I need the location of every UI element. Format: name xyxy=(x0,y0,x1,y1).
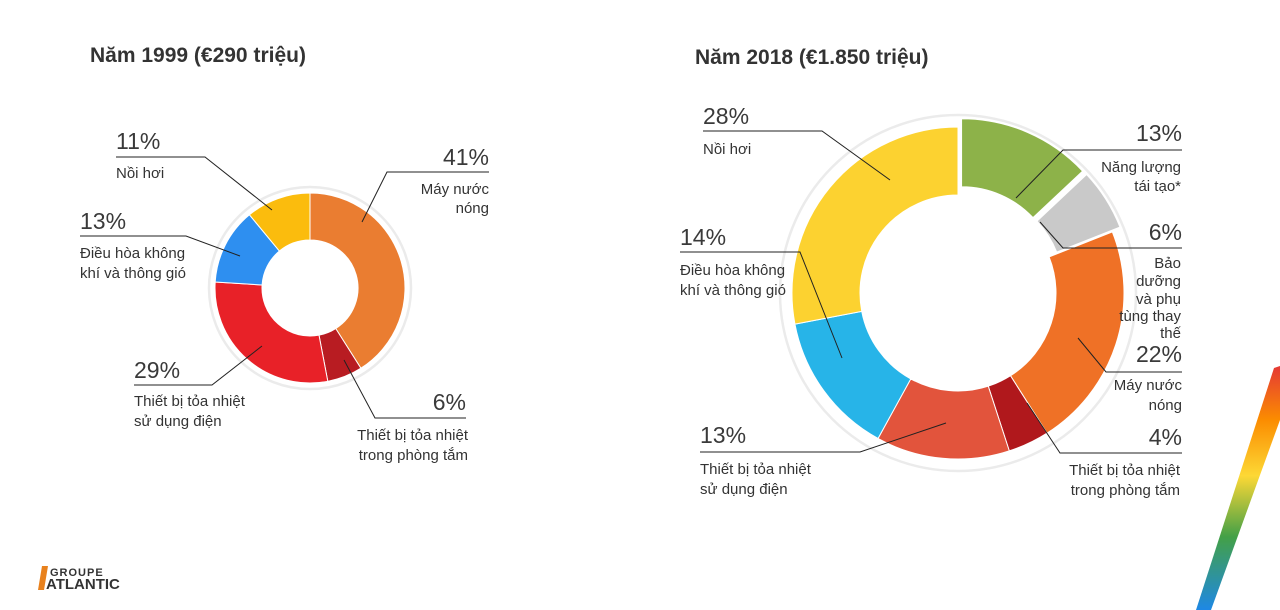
rainbow-stripe xyxy=(1196,366,1280,610)
chart-2018-label-maintenance-line3: và phụ xyxy=(1136,291,1181,308)
chart-1999-leader-bathroom xyxy=(343,359,466,419)
chart-2018-label-boiler-pct: 28% xyxy=(703,103,749,129)
chart-2018-leader-maintenance xyxy=(1039,221,1182,249)
chart-2018-label-electric-line1: Thiết bị tỏa nhiệt xyxy=(700,461,812,478)
logo-text-line1: GROUPE xyxy=(50,567,104,579)
chart-1999-label-ac-line2: khí và thông gió xyxy=(80,265,186,282)
chart-2018-label-bathroom-pct: 4% xyxy=(1149,424,1182,450)
chart-1999-slice-may-nuoc-nong xyxy=(309,192,406,369)
chart-2018-slice-noi-hoi xyxy=(791,126,959,325)
chart-2018-label-electric-pct: 13% xyxy=(700,422,746,448)
chart-1999-label-electric-line1: Thiết bị tỏa nhiệt xyxy=(134,393,246,410)
chart-1999-label-water-heater-line1: Máy nước xyxy=(421,181,490,198)
chart-2018-label-maintenance-line2: dưỡng xyxy=(1136,273,1181,290)
chart-1999-label-bathroom-pct: 6% xyxy=(433,389,466,415)
chart-2018-label-renewable-line2: tái tạo* xyxy=(1134,178,1181,195)
chart-2018-label-boiler-line1: Nồi hơi xyxy=(703,141,751,158)
chart-1999-label-bathroom-line1: Thiết bị tỏa nhiệt xyxy=(357,427,469,444)
chart-1999-slice-thiet-bi-toa-nhiet-su-dung-dien xyxy=(214,281,329,384)
chart-2018-label-bathroom-line1: Thiết bị tỏa nhiệt xyxy=(1069,462,1181,479)
chart-2018-label-maintenance-line4: tùng thay xyxy=(1119,308,1181,325)
chart-1999-label-bathroom-line2: trong phòng tắm xyxy=(359,447,468,464)
chart-2018-leader-bathroom xyxy=(1026,402,1182,454)
chart-2018-label-renewable-pct: 13% xyxy=(1136,120,1182,146)
chart-2018-label-maintenance-pct: 6% xyxy=(1149,219,1182,245)
chart-1999-label-water-heater-pct: 41% xyxy=(443,144,489,170)
chart-1999-slices xyxy=(214,192,406,384)
groupe-atlantic-logo: GROUPE ATLANTIC xyxy=(38,566,120,593)
chart-2018-label-ac-line1: Điều hòa không xyxy=(680,262,785,279)
chart-2018-slices xyxy=(791,118,1125,460)
chart-2018-leader-ac xyxy=(680,251,843,359)
chart-1999-outer-ring xyxy=(207,185,413,391)
chart-2018-label-electric-line2: sử dụng điện xyxy=(700,481,788,498)
chart-2018-slice-bao-duong-va-phu-tung-thay-the xyxy=(1036,173,1121,253)
chart-1999-label-ac-line1: Điều hòa không xyxy=(80,245,185,262)
chart-1999-leader-electric xyxy=(134,345,263,386)
chart-2018-leader-water-heater xyxy=(1077,337,1182,373)
chart-2018-outer-ring xyxy=(778,113,1138,473)
chart-1999-leader-water-heater xyxy=(361,171,489,223)
chart-2018-label-renewable-line1: Năng lượng xyxy=(1101,159,1181,176)
chart-2018-label-ac-line2: khí và thông gió xyxy=(680,282,786,299)
chart-2018-leader-electric xyxy=(700,422,947,453)
chart-2018-label-water-heater-pct: 22% xyxy=(1136,341,1182,367)
chart-1999-leader-ac xyxy=(80,235,241,257)
logo-text-line2: ATLANTIC xyxy=(46,576,120,593)
chart-2018-label-maintenance-line1: Bảo xyxy=(1154,255,1181,272)
chart-2018-slice-nang-luong-tai-tao xyxy=(961,118,1084,219)
chart-1999-leader-boiler xyxy=(116,156,273,211)
chart-2018-leader-renewable xyxy=(1015,149,1182,199)
chart-1999-label-water-heater-line2: nóng xyxy=(456,200,489,217)
chart-2018-label-bathroom-line2: trong phòng tắm xyxy=(1071,482,1180,499)
chart-2018-title: Năm 2018 (€1.850 triệu) xyxy=(695,46,928,69)
chart-1999-label-electric-line2: sử dụng điện xyxy=(134,413,222,430)
chart-2018-label-water-heater-line2: nóng xyxy=(1149,397,1182,414)
chart-1999-label-boiler-pct: 11% xyxy=(116,128,160,154)
chart-2018: Năm 2018 (€1.850 triệu) 13% Năng lượng t… xyxy=(680,46,1182,499)
chart-1999-label-boiler-line1: Nồi hơi xyxy=(116,165,164,182)
chart-2018-leader-boiler xyxy=(703,130,891,181)
logo-mark-icon xyxy=(38,566,48,590)
chart-2018-slice-may-nuoc-nong xyxy=(1009,231,1125,434)
chart-1999: Năm 1999 (€290 triệu) 41% Máy nước nóng … xyxy=(80,44,489,464)
chart-2018-label-water-heater-line1: Máy nước xyxy=(1114,377,1183,394)
chart-2018-label-ac-pct: 14% xyxy=(680,224,726,250)
chart-1999-label-ac-pct: 13% xyxy=(80,208,126,234)
chart-1999-title: Năm 1999 (€290 triệu) xyxy=(90,44,306,67)
chart-1999-label-electric-pct: 29% xyxy=(134,357,180,383)
chart-2018-label-maintenance-line5: thế xyxy=(1160,325,1182,342)
